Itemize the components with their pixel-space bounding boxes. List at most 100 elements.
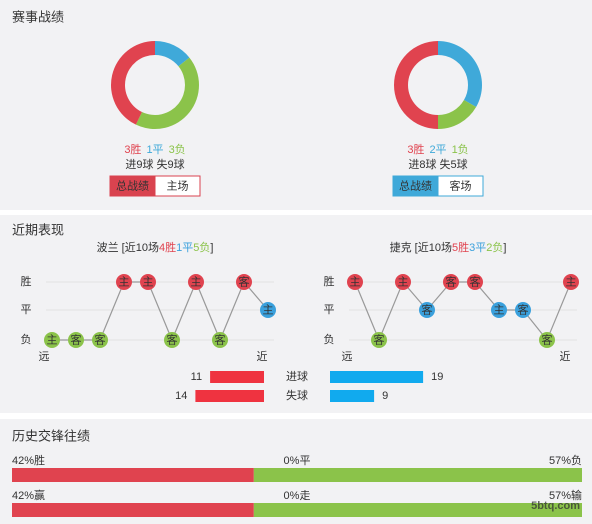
legend-item: 3负: [169, 142, 186, 156]
donut-segment: [438, 41, 482, 107]
donut-legend: 3胜 2平 1负: [407, 142, 468, 156]
tab-label[interactable]: 总战绩: [116, 178, 149, 192]
match-venue: 客: [95, 332, 106, 346]
tab-label[interactable]: 客场: [450, 178, 472, 192]
goals-summary: 进9球 失9球: [125, 157, 184, 171]
bar-label: 失球: [286, 388, 308, 402]
match-point: [164, 332, 180, 348]
match-point: [260, 302, 276, 318]
axis-far: 远: [39, 350, 50, 363]
legend-item: 3胜: [407, 142, 424, 156]
section-title: 近期表现: [12, 222, 64, 237]
away-value: 9: [382, 390, 388, 402]
match-point: [116, 274, 132, 290]
tab-label[interactable]: 总战绩: [399, 178, 432, 192]
panel: [0, 0, 592, 210]
match-venue: 主: [143, 275, 154, 288]
tab[interactable]: [154, 175, 201, 197]
match-venue: 客: [71, 332, 82, 346]
away-bar: [330, 371, 424, 383]
match-point: [443, 274, 459, 290]
home-value: 14: [175, 390, 187, 402]
history-bar: [12, 503, 254, 517]
row-label: 胜: [21, 274, 32, 288]
donut-segment: [110, 41, 155, 125]
legend-item: 1负: [452, 142, 469, 156]
match-point: [68, 332, 84, 348]
legend-item: 2平: [429, 144, 446, 156]
bar-label: 进球: [286, 369, 308, 383]
history-label: 42%赢: [12, 488, 45, 502]
team-name: 捷克: [390, 240, 412, 254]
axis-near: 近: [257, 350, 268, 363]
history-label: 57%负: [549, 453, 582, 467]
match-venue: 主: [350, 275, 361, 288]
history-label: 0%走: [284, 489, 311, 502]
history-label: 57%输: [549, 488, 582, 502]
donut-segment: [155, 41, 190, 67]
history-label: 42%胜: [12, 453, 45, 467]
axis-near: 近: [560, 350, 571, 363]
goals-summary: 进8球 失5球: [408, 157, 467, 171]
match-point: [44, 332, 60, 348]
form-line: [52, 280, 269, 342]
match-venue: 客: [239, 274, 250, 288]
legend-item: 3胜: [124, 142, 141, 156]
match-point: [539, 332, 555, 348]
match-point: [563, 274, 579, 290]
record-item: 2负: [486, 240, 503, 254]
donut-segment: [394, 41, 438, 129]
match-venue: 主: [119, 275, 130, 288]
legend-item: 1平: [146, 144, 163, 156]
watermark: 5btq.com: [531, 500, 580, 512]
section-title: 历史交锋往绩: [12, 428, 90, 443]
form-line: [354, 280, 572, 342]
match-venue: 主: [398, 275, 409, 288]
match-point: [419, 302, 435, 318]
match-point: [515, 302, 531, 318]
match-venue: 客: [167, 332, 178, 346]
match-point: [395, 274, 411, 290]
home-bar: [210, 371, 264, 383]
match-point: [212, 332, 228, 348]
home-bar: [195, 390, 264, 402]
history-bar: [253, 468, 582, 482]
row-label: 胜: [324, 274, 335, 288]
match-point: [188, 274, 204, 290]
axis-far: 远: [342, 350, 353, 363]
record-item: 3平: [469, 242, 486, 254]
away-bar: [330, 390, 375, 402]
match-point: [140, 274, 156, 290]
match-point: [347, 274, 363, 290]
history-bar: [12, 468, 254, 482]
match-venue: 客: [470, 274, 481, 288]
row-label: 平: [21, 304, 32, 316]
match-venue: 客: [446, 274, 457, 288]
record-item: 5负: [193, 240, 210, 254]
donut-segment: [438, 100, 477, 129]
match-point: [236, 274, 252, 290]
record-item: 1平: [176, 242, 193, 254]
match-venue: 客: [518, 302, 529, 316]
donut-segment: [135, 57, 200, 130]
match-venue: 主: [566, 275, 577, 288]
record-item: 4胜: [159, 240, 176, 254]
tab-label[interactable]: 主场: [167, 178, 189, 192]
record-prefix: [近10场: [412, 240, 452, 254]
team-record: 捷克 [近10场5胜3平2负]: [390, 240, 507, 254]
match-venue: 客: [215, 332, 226, 346]
section-title: 赛事战绩: [12, 9, 64, 24]
tab[interactable]: [437, 175, 484, 197]
match-venue: 客: [422, 302, 433, 316]
match-point: [491, 302, 507, 318]
match-point: [467, 274, 483, 290]
home-value: 11: [191, 371, 202, 383]
record-prefix: [近10场: [119, 240, 159, 254]
donut-legend: 3胜 1平 3负: [124, 142, 185, 156]
history-bar: [253, 503, 582, 517]
match-venue: 主: [191, 275, 202, 288]
match-venue: 主: [494, 303, 505, 316]
match-venue: 主: [263, 303, 274, 316]
record-suffix: ]: [210, 242, 213, 254]
